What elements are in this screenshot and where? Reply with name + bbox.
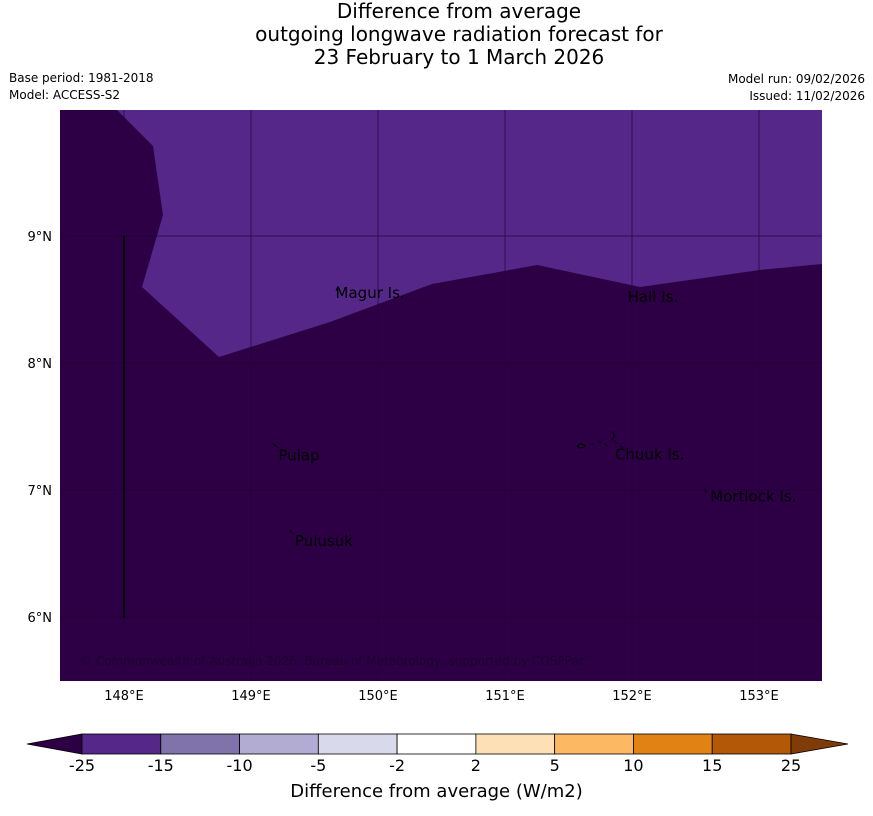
colorbar-labels: -25 -15 -10 -5 -2 2 5 10 15 25 (69, 756, 801, 775)
longitude-tick-labels: 148°E 149°E 150°E 151°E 152°E 153°E (104, 689, 779, 704)
lat-tick-label: 8°N (28, 357, 53, 372)
model-name: Model: ACCESS-S2 (9, 88, 121, 102)
mortlock-island-shape (704, 488, 707, 494)
colorbar-tick-label: 15 (702, 756, 722, 775)
lon-tick-label: 153°E (739, 689, 779, 704)
lat-tick-label: 9°N (28, 230, 53, 245)
colorbar-tick-label: 25 (781, 756, 801, 775)
colorbar-bin (81, 733, 162, 755)
map-title: Difference from average outgoing longwav… (0, 0, 873, 69)
colorbar-bin (396, 733, 477, 755)
colorbar: -25 -15 -10 -5 -2 2 5 10 15 25 (26, 733, 849, 775)
colorbar-title: Difference from average (W/m2) (290, 781, 583, 802)
colorbar-bin (633, 733, 713, 755)
colorbar-tick-label: -15 (148, 756, 174, 775)
colorbar-tick-label: -25 (69, 756, 95, 775)
colorbar-bin (711, 733, 792, 755)
magur-island-shape (335, 285, 339, 292)
title-line-1: Difference from average (336, 0, 582, 23)
chuuk-atoll-shape (576, 430, 624, 449)
island-markers (272, 285, 707, 535)
lon-tick-label: 151°E (485, 689, 525, 704)
colorbar-bin (160, 733, 240, 755)
model-run: Model run: 09/02/2026 (727, 72, 865, 86)
place-label: Chuuk Is. (615, 445, 684, 463)
colorbar-bin (317, 733, 398, 755)
colorbar-over-arrow (790, 733, 849, 755)
lon-tick-label: 150°E (358, 689, 398, 704)
lat-tick-label: 7°N (28, 484, 53, 499)
pulusuk-island-shape (289, 529, 294, 535)
anomaly-region-minus25-to-minus15 (117, 110, 822, 357)
issued-date: Issued: 11/02/2026 (749, 89, 865, 103)
map-panel: Magur Is. Hall Is. Pulap Chuuk Is. Mortlock … (60, 110, 822, 681)
colorbar-bin (475, 733, 556, 755)
place-label: Pulap (278, 447, 319, 465)
place-label: Magur Is. (336, 284, 405, 302)
colorbar-tick-label: -2 (389, 756, 405, 775)
colorbar-bin (554, 733, 634, 755)
meta-left: Base period: 1981-2018 Model: ACCESS-S2 (9, 70, 154, 104)
title-line-3: 23 February to 1 March 2026 (313, 45, 605, 69)
colorbar-bin (239, 733, 319, 755)
place-label: Hall Is. (628, 288, 679, 306)
place-label: Pulusuk (295, 532, 353, 550)
colorbar-tick-label: 5 (550, 756, 560, 775)
colorbar-bins (81, 733, 792, 755)
colorbar-tick-label: 10 (623, 756, 643, 775)
colorbar-under-arrow (26, 733, 83, 755)
lon-tick-label: 152°E (612, 689, 652, 704)
base-period: Base period: 1981-2018 (9, 71, 154, 85)
copyright-notice: © Commonwealth of Australia 2026, Bureau… (80, 654, 585, 668)
hall-island-shape (628, 292, 631, 299)
colorbar-tick-label: -10 (226, 756, 252, 775)
place-label: Mortlock Is. (710, 487, 796, 505)
place-labels: Magur Is. Hall Is. Pulap Chuuk Is. Mortlock … (278, 284, 796, 550)
latitude-tick-labels: 9°N 8°N 7°N 6°N (28, 230, 53, 626)
lon-tick-label: 148°E (104, 689, 144, 704)
lon-tick-label: 149°E (231, 689, 271, 704)
meta-right: Model run: 09/02/2026 Issued: 11/02/2026 (728, 71, 865, 105)
title-line-2: outgoing longwave radiation forecast for (255, 22, 663, 46)
colorbar-tick-label: 2 (471, 756, 481, 775)
lat-tick-label: 6°N (28, 611, 53, 626)
colorbar-tick-label: -5 (310, 756, 326, 775)
pulap-island-shape (272, 443, 278, 448)
